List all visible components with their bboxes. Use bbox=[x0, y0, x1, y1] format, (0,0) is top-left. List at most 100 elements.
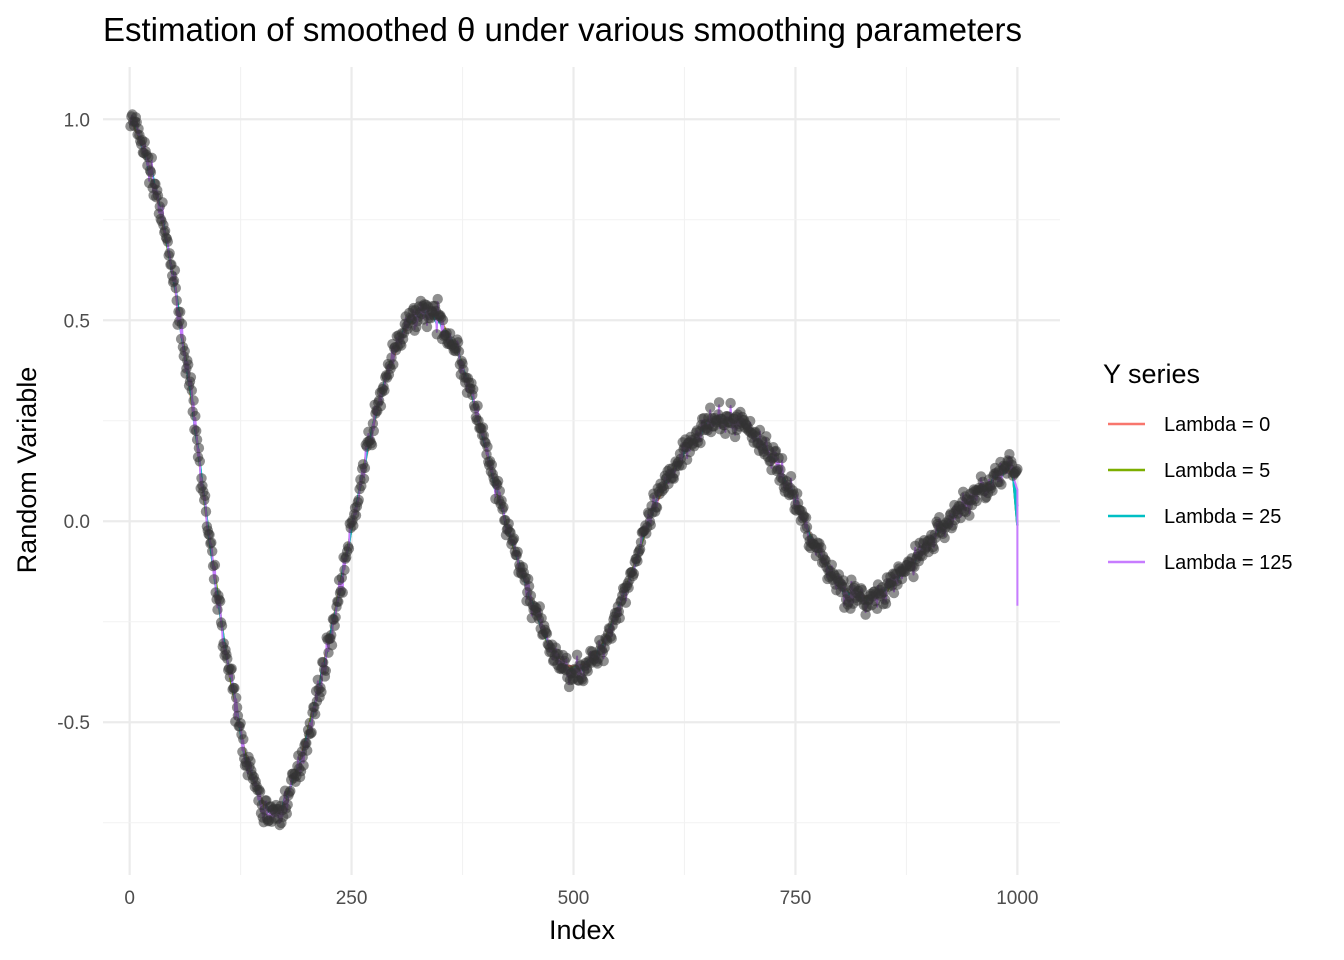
data-point bbox=[224, 671, 236, 683]
data-point bbox=[208, 574, 220, 585]
data-point bbox=[987, 485, 998, 496]
data-point bbox=[468, 384, 479, 395]
data-point bbox=[200, 506, 212, 517]
data-point bbox=[578, 675, 589, 687]
data-point bbox=[191, 434, 203, 445]
data-point bbox=[231, 692, 242, 703]
legend-label: Lambda = 0 bbox=[1164, 414, 1270, 436]
data-point bbox=[204, 529, 215, 540]
data-point bbox=[934, 512, 945, 523]
data-point bbox=[320, 665, 331, 676]
data-point bbox=[238, 734, 249, 745]
data-point bbox=[330, 612, 341, 623]
data-point bbox=[541, 628, 553, 639]
data-point bbox=[375, 400, 387, 412]
data-point bbox=[816, 542, 827, 553]
x-tick-label: 1000 bbox=[996, 888, 1038, 909]
y-tick-labels: -0.5 0.0 0.5 1.0 bbox=[57, 110, 90, 734]
data-point bbox=[421, 321, 433, 333]
data-point bbox=[175, 306, 186, 318]
data-point bbox=[302, 745, 313, 756]
data-point bbox=[745, 415, 756, 427]
x-tick-label: 500 bbox=[558, 888, 590, 909]
data-point bbox=[477, 422, 489, 433]
y-tick-label: 0.0 bbox=[64, 512, 90, 533]
data-point bbox=[971, 495, 982, 507]
data-point bbox=[337, 587, 348, 598]
data-point bbox=[188, 395, 199, 406]
data-point bbox=[207, 546, 218, 557]
data-point bbox=[304, 717, 315, 729]
y-tick-label: -0.5 bbox=[57, 713, 90, 734]
data-point bbox=[486, 459, 497, 470]
data-point bbox=[339, 564, 350, 576]
data-point bbox=[792, 488, 803, 499]
data-point bbox=[432, 293, 443, 305]
data-point bbox=[614, 612, 625, 624]
x-tick-label: 0 bbox=[124, 888, 135, 909]
data-point bbox=[358, 473, 370, 484]
data-point bbox=[368, 425, 379, 437]
data-point bbox=[880, 598, 892, 609]
data-point bbox=[175, 333, 187, 345]
data-point bbox=[348, 520, 359, 531]
data-point bbox=[860, 609, 871, 620]
data-point bbox=[379, 385, 390, 396]
data-point bbox=[908, 571, 919, 583]
data-point bbox=[388, 359, 399, 370]
data-point bbox=[725, 397, 736, 409]
data-point bbox=[582, 666, 593, 677]
data-point bbox=[353, 494, 364, 506]
data-point bbox=[326, 629, 337, 641]
data-point bbox=[190, 410, 201, 422]
data-point bbox=[209, 559, 221, 571]
data-point bbox=[651, 502, 663, 513]
data-point bbox=[245, 756, 256, 767]
data-point bbox=[343, 543, 355, 554]
data-point bbox=[437, 314, 449, 326]
data-point bbox=[508, 533, 520, 544]
data-point bbox=[145, 167, 157, 178]
data-point bbox=[453, 346, 465, 357]
data-point bbox=[628, 568, 640, 579]
y-axis-title: Random Variable bbox=[12, 367, 42, 574]
data-point bbox=[713, 397, 725, 408]
x-tick-label: 750 bbox=[780, 888, 812, 909]
data-point bbox=[183, 359, 194, 370]
x-tick-labels: 0 250 500 750 1000 bbox=[124, 888, 1038, 909]
data-point bbox=[229, 682, 240, 694]
data-point bbox=[492, 475, 504, 487]
data-point bbox=[162, 236, 173, 247]
data-point bbox=[193, 442, 205, 454]
data-point bbox=[561, 652, 572, 663]
data-point bbox=[635, 537, 647, 548]
data-points bbox=[125, 109, 1023, 831]
data-point bbox=[157, 197, 168, 208]
data-point bbox=[169, 265, 181, 276]
data-point bbox=[164, 248, 175, 259]
data-point bbox=[928, 543, 940, 555]
data-point bbox=[310, 709, 321, 720]
data-point bbox=[964, 510, 975, 521]
data-point bbox=[186, 385, 197, 396]
data-point bbox=[206, 537, 217, 548]
data-point bbox=[170, 282, 181, 294]
data-point bbox=[282, 799, 293, 810]
data-point bbox=[645, 519, 656, 531]
data-point bbox=[326, 640, 338, 651]
data-point bbox=[996, 479, 1007, 490]
legend-label: Lambda = 5 bbox=[1164, 460, 1270, 482]
data-point bbox=[939, 532, 950, 544]
data-point bbox=[1012, 463, 1023, 475]
data-point bbox=[620, 597, 632, 608]
data-point bbox=[216, 620, 228, 631]
grid bbox=[103, 67, 1060, 875]
data-point bbox=[776, 453, 788, 464]
data-point bbox=[235, 718, 246, 729]
data-point bbox=[366, 439, 378, 451]
data-point bbox=[199, 490, 211, 501]
data-point bbox=[571, 649, 583, 660]
x-axis-title: Index bbox=[549, 915, 616, 945]
data-point bbox=[306, 727, 317, 738]
data-point bbox=[254, 786, 266, 797]
